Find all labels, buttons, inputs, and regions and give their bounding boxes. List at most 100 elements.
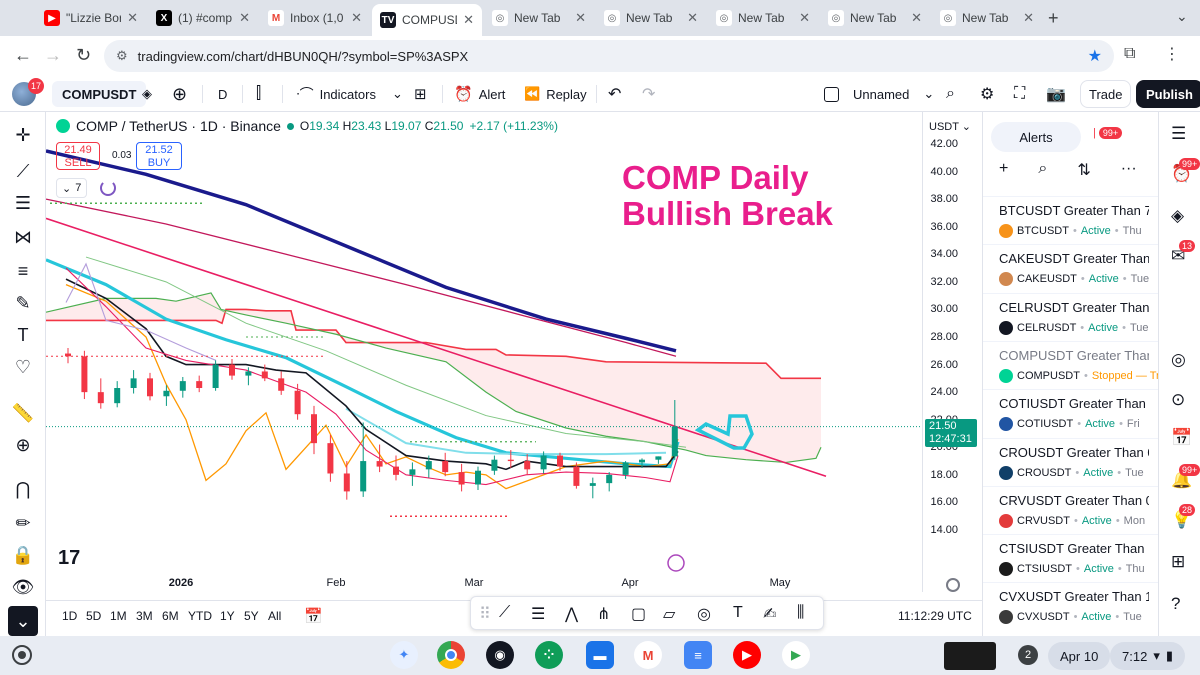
range-button[interactable]: 1Y	[220, 609, 235, 623]
signal-icon[interactable]: ⊙	[1171, 390, 1186, 409]
sort-icon[interactable]: ⇅	[1077, 162, 1091, 179]
browser-tab[interactable]: ◎ New Tab ✕	[596, 4, 706, 32]
pattern-icon[interactable]: ⋈	[14, 226, 32, 247]
lock-drawing-icon[interactable]: ✏	[15, 512, 31, 533]
path-icon[interactable]: ⋀	[565, 606, 579, 623]
play-store-icon[interactable]: ▶	[782, 641, 810, 669]
alert-item[interactable]: COTIUSDT Greater Than ... COTIUSDT • Active…	[983, 389, 1158, 437]
chart-annotation-text[interactable]: COMP Daily Bullish Break	[622, 160, 833, 232]
reload-icon[interactable]: ↻	[76, 45, 92, 65]
browser-tab[interactable]: M Inbox (1,0 ✕	[260, 4, 370, 32]
files-icon[interactable]: ▬	[586, 641, 614, 669]
alert-item[interactable]: COMPUSDT Greater Than... COMPUSDT • Stopped…	[983, 340, 1158, 389]
apps-icon[interactable]: ⁘	[535, 641, 563, 669]
date-tray[interactable]: Apr 10	[1048, 642, 1111, 670]
launcher-icon[interactable]	[12, 645, 32, 665]
redo-icon[interactable]: ↷	[642, 86, 656, 103]
browser-tab[interactable]: X (1) #comp ✕	[148, 4, 258, 32]
status-tray[interactable]: 7:12 ▾ ▮	[1110, 642, 1185, 670]
axis-settings-gear-icon[interactable]	[946, 578, 960, 592]
templates-grid-icon[interactable]: ⊞	[414, 86, 427, 103]
back-arrow-icon[interactable]: ←	[14, 45, 32, 65]
fullscreen-icon[interactable]: ⛶	[1014, 85, 1026, 102]
alert-item[interactable]: CRVUSDT Greater Than 0... CRVUSDT • Active •…	[983, 485, 1158, 534]
interval-button[interactable]: D	[218, 86, 228, 102]
replay-button[interactable]: ⏪ Replay	[524, 76, 587, 112]
tab-search-chevron-icon[interactable]: ⌄	[1176, 8, 1188, 24]
layers-icon[interactable]: ◈	[1171, 206, 1185, 225]
settings-gear-icon[interactable]: ⚙	[980, 86, 995, 103]
help-icon[interactable]: ?	[1171, 594, 1181, 613]
chart-pane[interactable]: 17 COMP / TetherUS · 1D · Binance O19.34…	[46, 112, 922, 592]
alert-item[interactable]: CELRUSDT Greater Than ... CELRUSDT • Active…	[983, 292, 1158, 341]
range-button[interactable]: 5Y	[244, 609, 259, 623]
alert-item[interactable]: CAKEUSDT Greater Than ... CAKEUSDT • Active…	[983, 244, 1158, 292]
range-button[interactable]: All	[268, 609, 282, 623]
gemini-icon[interactable]: ✦	[390, 641, 418, 669]
fib-icon[interactable]: ☰	[531, 606, 546, 623]
close-tab-icon[interactable]: ✕	[575, 10, 586, 25]
close-tab-icon[interactable]: ✕	[911, 10, 922, 25]
undo-icon[interactable]: ↶	[608, 86, 622, 103]
apps-grid-icon[interactable]: ⊞	[1171, 552, 1186, 571]
range-button[interactable]: 5D	[86, 609, 102, 623]
camera-icon[interactable]: 📷	[1046, 86, 1066, 103]
forecast-icon[interactable]: ≡	[17, 260, 29, 281]
buy-button[interactable]: 21.52 BUY	[136, 142, 182, 170]
sell-button[interactable]: 21.49 SELL	[56, 142, 100, 170]
browser-tab[interactable]: ◎ New Tab ✕	[932, 4, 1042, 32]
price-axis[interactable]: USDT ⌄ 42.00 40.00 38.00 36.00 34.00 32.00 30.…	[922, 112, 982, 592]
site-info-icon[interactable]: ⚙	[116, 48, 128, 63]
close-tab-icon[interactable]: ✕	[799, 10, 810, 25]
indicators-button[interactable]: ᐧ⌒ Indicators ⌄	[296, 76, 403, 112]
docs-icon[interactable]: ≡	[684, 641, 712, 669]
youtube-icon[interactable]: ▶	[733, 641, 761, 669]
publish-button[interactable]: Publish	[1136, 80, 1200, 108]
rectangle-icon[interactable]: ▢	[631, 606, 647, 623]
range-button[interactable]: 3M	[136, 609, 153, 623]
browser-menu-icon[interactable]: ⋮	[1164, 46, 1180, 63]
close-tab-icon[interactable]: ✕	[351, 10, 362, 25]
lock-icon[interactable]: 🔒	[11, 544, 35, 565]
browser-tab[interactable]: ▶ "Lizzie Bor ✕	[36, 4, 146, 32]
notification-count[interactable]: 2	[1018, 645, 1038, 665]
currency-dropdown[interactable]: USDT ⌄	[929, 121, 972, 133]
trade-button[interactable]: Trade	[1080, 80, 1132, 108]
time-axis[interactable]: 2026 Feb Mar Apr May	[46, 572, 922, 596]
symbol-search-button[interactable]: COMPUSDT	[52, 81, 147, 107]
close-tab-icon[interactable]: ✕	[463, 12, 474, 27]
gmail-icon[interactable]: M	[634, 641, 662, 669]
collapse-toolbar-icon[interactable]: ⌄	[8, 606, 38, 636]
layout-name-button[interactable]: Unnamed ⌄	[824, 76, 934, 112]
quick-search-icon[interactable]: ⌕	[946, 85, 955, 102]
chrome-icon[interactable]	[437, 641, 465, 669]
compare-icon[interactable]: ◈	[142, 86, 152, 101]
indicators-toggle[interactable]: ⌄ 7	[56, 178, 88, 198]
close-tab-icon[interactable]: ✕	[127, 10, 138, 25]
range-button[interactable]: YTD	[188, 609, 212, 623]
calendar-icon[interactable]: 📅	[1171, 428, 1193, 447]
ruler-icon[interactable]: 📏	[11, 402, 35, 423]
close-tab-icon[interactable]: ✕	[1023, 10, 1034, 25]
brush-icon[interactable]: ✎	[15, 292, 31, 313]
sync-icon[interactable]	[100, 180, 116, 196]
alert-item[interactable]: CROUSDT Greater Than 0... CROUSDT • Active •…	[983, 437, 1158, 486]
bars-pattern-icon[interactable]: ⫼	[797, 604, 805, 621]
zoom-in-icon[interactable]: ⊕	[15, 434, 31, 455]
forward-arrow-icon[interactable]: →	[44, 45, 62, 65]
range-button[interactable]: 1M	[110, 609, 127, 623]
browser-tab[interactable]: TV COMPUSD ✕	[372, 4, 482, 36]
screen-thumbnail[interactable]	[944, 642, 996, 670]
alert-button[interactable]: ⏰ Alert	[454, 76, 505, 112]
watchlist-icon[interactable]: ☰	[1171, 124, 1187, 143]
magnet-icon[interactable]: ⋂	[15, 478, 31, 499]
price-chart[interactable]: 17	[46, 112, 922, 592]
omnibox[interactable]: ⚙ tradingview.com/chart/dHBUN0QH/?symbol…	[104, 40, 1114, 72]
range-button[interactable]: 1D	[62, 609, 78, 623]
candle-type-icon[interactable]: ⫿	[256, 85, 262, 102]
circles-icon[interactable]: ◎	[697, 606, 711, 623]
bookmark-star-icon[interactable]: ★	[1087, 48, 1102, 65]
text-tool-icon[interactable]: T	[17, 324, 29, 345]
text-icon[interactable]: T	[733, 604, 743, 621]
symbol-description[interactable]: COMP / TetherUS · 1D · Binance	[76, 118, 281, 134]
